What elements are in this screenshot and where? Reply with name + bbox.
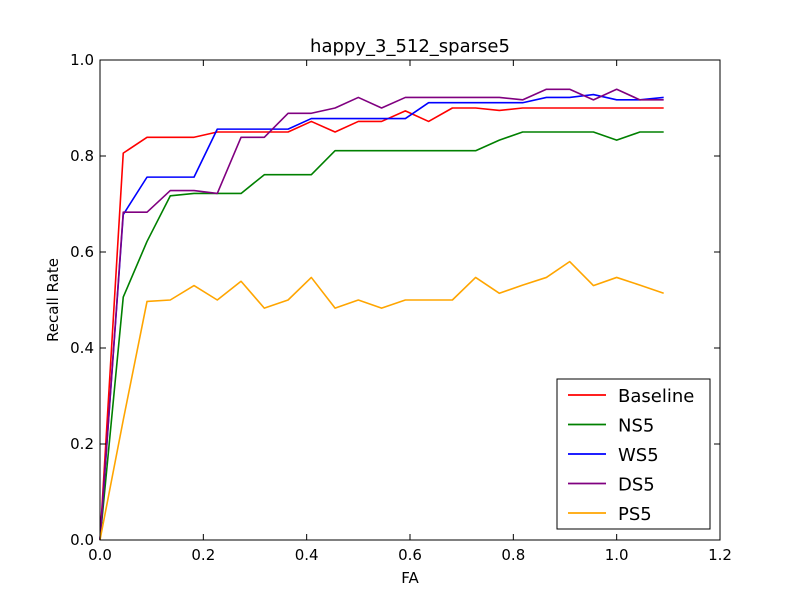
y-tick-label: 0.8: [70, 147, 94, 165]
legend-label-ds5: DS5: [618, 475, 655, 496]
x-tick-label: 0.8: [501, 546, 525, 564]
x-tick-label: 0.2: [191, 546, 215, 564]
y-axis-label: Recall Rate: [44, 258, 62, 342]
legend-label-baseline: Baseline: [618, 386, 694, 407]
x-tick-label: 0.0: [88, 546, 112, 564]
legend-label-ws5: WS5: [618, 445, 659, 466]
series-line-ps5: [99, 260, 664, 541]
x-tick-label: 1.0: [605, 546, 629, 564]
legend: Baseline NS5 WS5 DS5 PS5: [556, 378, 711, 530]
legend-label-ps5: PS5: [618, 504, 652, 525]
chart-title: happy_3_512_sparse5: [310, 36, 510, 57]
y-tick-label: 1.0: [70, 51, 94, 69]
ticks-layer: 0.0 0.2 0.4 0.6 0.8 1.0 1.2 0.0 0.2 0.4 0.6 0.8 1.0: [70, 51, 732, 564]
series-line-ns5: [99, 131, 664, 541]
series-line-ds5: [99, 88, 664, 541]
y-tick-label: 0.6: [70, 243, 94, 261]
series-line-ws5: [99, 93, 664, 541]
y-tick-label: 0.0: [70, 531, 94, 549]
y-tick-label: 0.2: [70, 435, 94, 453]
legend-label-ns5: NS5: [618, 416, 654, 437]
x-tick-label: 0.6: [398, 546, 422, 564]
x-axis-label: FA: [401, 569, 419, 587]
series-layer: [99, 88, 664, 541]
x-tick-label: 1.2: [708, 546, 732, 564]
x-tick-label: 0.4: [295, 546, 319, 564]
y-tick-label: 0.4: [70, 339, 94, 357]
series-line-baseline: [99, 107, 664, 541]
